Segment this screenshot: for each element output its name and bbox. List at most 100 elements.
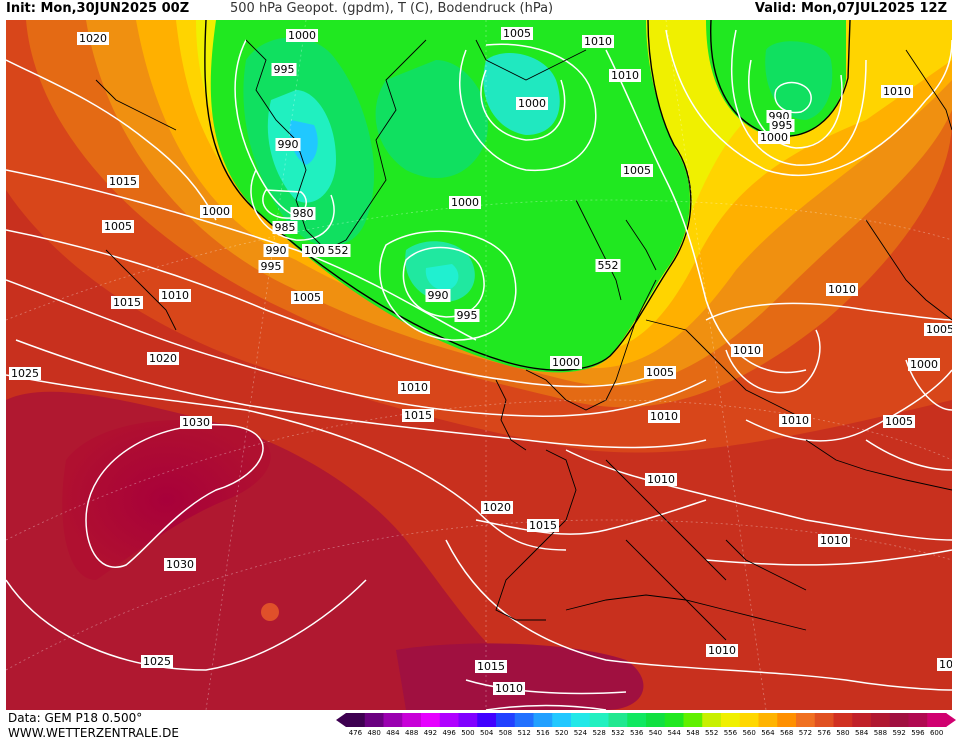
- svg-text:1010: 1010: [647, 473, 675, 486]
- colorbar-tick-label: 524: [573, 729, 588, 737]
- svg-text:1010: 1010: [611, 69, 639, 82]
- isobar-labels: 1020 1015 1005 1015 1010 1020 1025 1030 1030 1025…: [9, 27, 952, 695]
- colorbar-swatch: [458, 713, 478, 727]
- svg-text:980: 980: [293, 207, 314, 220]
- svg-text:985: 985: [275, 221, 296, 234]
- colorbar-swatch: [871, 713, 891, 727]
- colorbar-tick-label: 552: [704, 729, 719, 737]
- svg-text:1000: 1000: [202, 205, 230, 218]
- svg-text:1015: 1015: [529, 519, 557, 532]
- svg-text:1000: 1000: [304, 244, 332, 257]
- colorbar-arrow-right: [946, 713, 956, 727]
- svg-text:1015: 1015: [404, 409, 432, 422]
- isobar-label: 1015: [107, 175, 139, 188]
- isobar-label: 1005: [883, 415, 915, 428]
- colorbar-tick-label: 476: [348, 729, 363, 737]
- colorbar-swatch: [664, 713, 684, 727]
- isobar-label: 1000: [449, 196, 481, 209]
- colorbar-swatch: [646, 713, 666, 727]
- isobar-label: 985: [272, 221, 298, 234]
- svg-text:1005: 1005: [646, 366, 674, 379]
- colorbar-swatch: [439, 713, 459, 727]
- isobar-label: 1000: [758, 131, 790, 144]
- colorbar-tick-label: 492: [423, 729, 438, 737]
- isobar-label: 1015: [527, 519, 559, 532]
- colorbar-tick-label: 584: [854, 729, 869, 737]
- svg-text:1005: 1005: [926, 323, 952, 336]
- colorbar-swatch: [364, 713, 384, 727]
- isobar-label: 990: [275, 138, 301, 151]
- isobar-label: 990: [425, 289, 451, 302]
- svg-text:1005: 1005: [885, 415, 913, 428]
- colorbar-tick-label: 540: [648, 729, 663, 737]
- svg-text:990: 990: [278, 138, 299, 151]
- data-source: Data: GEM P18 0.500°: [8, 711, 143, 725]
- weather-map: 1020 1015 1005 1015 1010 1020 1025 1030 1030 1025…: [6, 20, 952, 710]
- svg-text:1020: 1020: [79, 32, 107, 45]
- svg-text:1000: 1000: [518, 97, 546, 110]
- isobar-label: 1000: [516, 97, 548, 110]
- svg-text:1010: 1010: [708, 644, 736, 657]
- svg-text:1025: 1025: [143, 655, 171, 668]
- colorbar-swatch: [889, 713, 909, 727]
- isobar-label: 1010: [779, 414, 811, 427]
- colorbar-tick-label: 532: [611, 729, 625, 737]
- website-credit: WWW.WETTERZENTRALE.DE: [8, 726, 179, 740]
- isobar-label: 1005: [644, 366, 676, 379]
- colorbar-tick-label: 508: [498, 729, 513, 737]
- isobar-label: 995: [769, 119, 795, 132]
- colorbar-swatch: [608, 713, 628, 727]
- coastlines: [95, 39, 952, 641]
- svg-text:1005: 1005: [623, 164, 651, 177]
- isobar-label: 1015: [475, 660, 507, 673]
- colorbar-arrow-left: [336, 713, 346, 727]
- isobar-label: 1010: [648, 410, 680, 423]
- svg-text:1030: 1030: [182, 416, 210, 429]
- svg-text:1000: 1000: [760, 131, 788, 144]
- svg-text:1010: 1010: [781, 414, 809, 427]
- map-title: 500 hPa Geopot. (gpdm), T (C), Bodendruc…: [230, 1, 554, 16]
- svg-text:10: 10: [939, 658, 952, 671]
- colorbar-tick-label: 596: [911, 729, 925, 737]
- svg-text:1005: 1005: [104, 220, 132, 233]
- isobar-label: 980: [290, 207, 316, 220]
- isobar-label: 1025: [9, 367, 41, 380]
- isobar-label: 990: [263, 244, 289, 257]
- colorbar-swatch: [514, 713, 534, 727]
- svg-text:1025: 1025: [11, 367, 39, 380]
- svg-text:1010: 1010: [584, 35, 612, 48]
- svg-text:990: 990: [266, 244, 287, 257]
- colorbar-tick-label: 600: [929, 729, 944, 737]
- colorbar-tick-label: 484: [386, 729, 400, 737]
- isobar-label: 1000: [550, 356, 582, 369]
- isobar-label: 1020: [77, 32, 109, 45]
- colorbar-tick-label: 564: [761, 729, 775, 737]
- isobar-label: 1005: [924, 323, 952, 336]
- colorbar-swatch: [777, 713, 797, 727]
- svg-text:1030: 1030: [166, 558, 194, 571]
- isobar-label: 1010: [493, 682, 525, 695]
- graticule: [6, 20, 952, 710]
- colorbar-swatch: [627, 713, 647, 727]
- svg-text:1000: 1000: [552, 356, 580, 369]
- colorbar-swatch: [702, 713, 722, 727]
- colorbar-swatch: [814, 713, 834, 727]
- colorbar-swatch: [833, 713, 853, 727]
- colorbar-tick-label: 568: [779, 729, 794, 737]
- isobar-label: 995: [271, 63, 297, 76]
- isobar-label: 1010: [645, 473, 677, 486]
- svg-text:1010: 1010: [883, 85, 911, 98]
- isobar-label: 552: [595, 259, 621, 272]
- colorbar-swatch: [852, 713, 872, 727]
- colorbar-swatch: [683, 713, 703, 727]
- colorbar-tick-label: 536: [629, 729, 644, 737]
- colorbar-swatch: [346, 713, 366, 727]
- colorbar-tick-label: 500: [461, 729, 475, 737]
- colorbar-swatch: [721, 713, 741, 727]
- colorbar-tick-label: 480: [367, 729, 381, 737]
- svg-text:552: 552: [328, 244, 349, 257]
- svg-text:1000: 1000: [288, 29, 316, 42]
- colorbar-tick-label: 520: [554, 729, 569, 737]
- isobar-label: 1015: [402, 409, 434, 422]
- svg-text:995: 995: [772, 119, 793, 132]
